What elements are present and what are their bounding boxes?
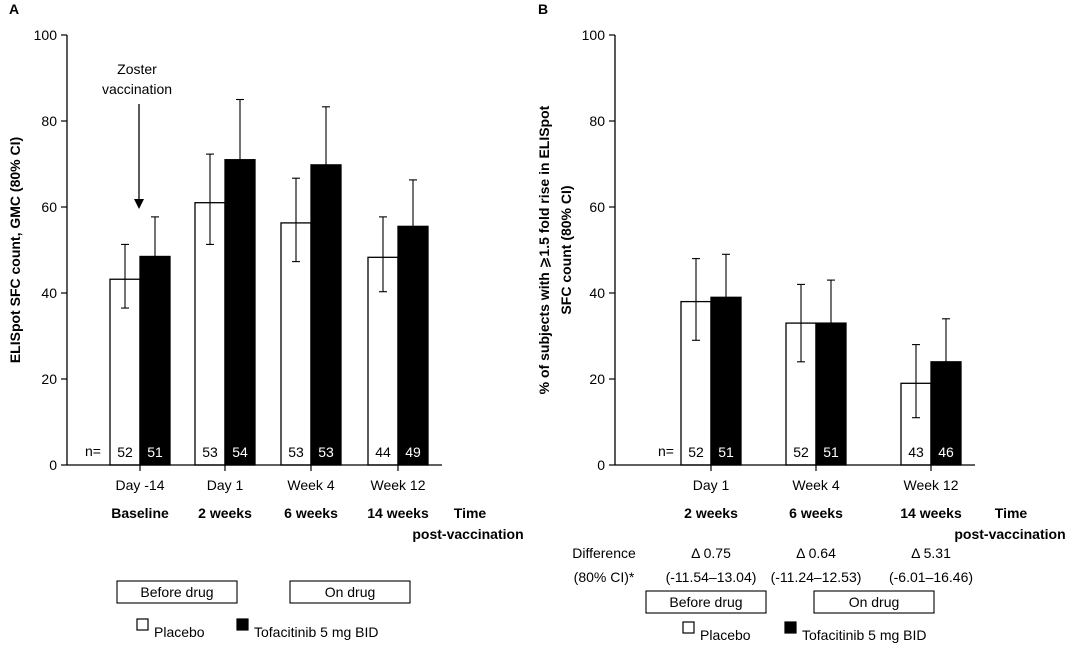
- annotation-text: Zoster: [117, 61, 157, 77]
- x-tick-label: Week 4: [287, 477, 334, 493]
- difference-label: Difference: [572, 545, 636, 561]
- time-label-2: post-vaccination: [954, 526, 1065, 542]
- y-axis-label: % of subjects with ⩾1.5 fold rise in ELI…: [536, 105, 552, 394]
- phase-box-label: On drug: [849, 594, 900, 610]
- phase-box: [289, 580, 411, 604]
- legend-swatch-tofacitinib: [236, 618, 249, 631]
- tofacitinib-bar: [397, 225, 429, 466]
- legend-swatch-placebo: [136, 618, 149, 631]
- n-label: 49: [405, 444, 421, 460]
- y-tick-label: 0: [597, 457, 605, 473]
- difference-value: Δ 0.75: [691, 545, 731, 561]
- y-tick-label: 20: [589, 371, 605, 387]
- n-label: 54: [232, 444, 248, 460]
- legend-label: Tofacitinib 5 mg BID: [254, 624, 379, 640]
- y-axis-label: SFC count (80% CI): [558, 185, 574, 314]
- panel-a: A 0 20 40 60 80 100 ELISpot SFC count, GMC (80%…: [7, 1, 524, 640]
- x-tick-label: Week 4: [792, 477, 839, 493]
- annotation-text: vaccination: [102, 81, 172, 97]
- x-tick-label: Day 1: [693, 477, 730, 493]
- n-label: 53: [202, 444, 218, 460]
- time-label: Time: [454, 505, 487, 521]
- difference-ci: (-11.24–12.53): [771, 569, 862, 585]
- difference-ci: (-6.01–16.46): [889, 569, 973, 585]
- n-label: 43: [908, 444, 924, 460]
- n-label: 51: [718, 444, 734, 460]
- panel-b: B 0 20 40 60 80 100 % of subjects with ⩾1.5 fol…: [536, 1, 1066, 643]
- n-label: 53: [318, 444, 334, 460]
- tofacitinib-bar: [310, 164, 342, 466]
- difference-label: (80% CI)*: [574, 569, 635, 585]
- legend-label: Placebo: [700, 627, 751, 643]
- n-label: 53: [288, 444, 304, 460]
- y-tick-label: 80: [589, 113, 605, 129]
- x-tick-label: Day 1: [207, 477, 244, 493]
- n-label: 51: [823, 444, 839, 460]
- y-tick-label: 60: [41, 199, 57, 215]
- n-label: 44: [375, 444, 391, 460]
- placebo-bar: [280, 222, 312, 466]
- legend-label: Placebo: [154, 624, 205, 640]
- n-prefix: n=: [658, 443, 674, 459]
- x-sublabel: Baseline: [111, 505, 169, 521]
- y-tick-label: 20: [41, 371, 57, 387]
- tofacitinib-bar: [224, 159, 256, 466]
- x-tick-label: Day -14: [115, 477, 164, 493]
- phase-box-label: On drug: [325, 584, 376, 600]
- y-tick-label: 40: [589, 285, 605, 301]
- x-sublabel: 2 weeks: [198, 505, 252, 521]
- y-tick-label: 60: [589, 199, 605, 215]
- y-tick-label: 80: [41, 113, 57, 129]
- x-sublabel: 14 weeks: [367, 505, 429, 521]
- y-tick-label: 40: [41, 285, 57, 301]
- x-sublabel: 2 weeks: [684, 505, 738, 521]
- difference-value: Δ 0.64: [796, 545, 836, 561]
- x-tick-label: Week 12: [371, 477, 426, 493]
- time-label: Time: [995, 505, 1028, 521]
- y-axis-label: ELISpot SFC count, GMC (80% CI): [7, 137, 23, 363]
- phase-box: [116, 580, 238, 604]
- panel-label: A: [9, 1, 19, 17]
- n-prefix: n=: [85, 443, 101, 459]
- y-tick-label: 0: [49, 457, 57, 473]
- y-tick-label: 100: [34, 27, 58, 43]
- n-label: 52: [117, 444, 133, 460]
- n-label: 52: [793, 444, 809, 460]
- y-tick-label: 100: [582, 27, 606, 43]
- phase-box-label: Before drug: [669, 594, 742, 610]
- x-sublabel: 14 weeks: [900, 505, 962, 521]
- n-label: 52: [688, 444, 704, 460]
- n-label: 51: [147, 444, 163, 460]
- x-tick-label: Week 12: [904, 477, 959, 493]
- annotation-arrow-head: [134, 199, 144, 209]
- panel-label: B: [538, 1, 548, 17]
- phase-box-label: Before drug: [140, 584, 213, 600]
- x-sublabel: 6 weeks: [284, 505, 338, 521]
- phase-box: [813, 590, 935, 614]
- x-sublabel: 6 weeks: [789, 505, 843, 521]
- legend-label: Tofacitinib 5 mg BID: [802, 627, 927, 643]
- legend-swatch-tofacitinib: [784, 621, 797, 634]
- difference-ci: (-11.54–13.04): [666, 569, 757, 585]
- difference-value: Δ 5.31: [911, 545, 951, 561]
- time-label-2: post-vaccination: [412, 526, 523, 542]
- phase-box: [645, 590, 767, 614]
- placebo-bar: [194, 202, 226, 466]
- legend-swatch-placebo: [682, 621, 695, 634]
- n-label: 46: [938, 444, 954, 460]
